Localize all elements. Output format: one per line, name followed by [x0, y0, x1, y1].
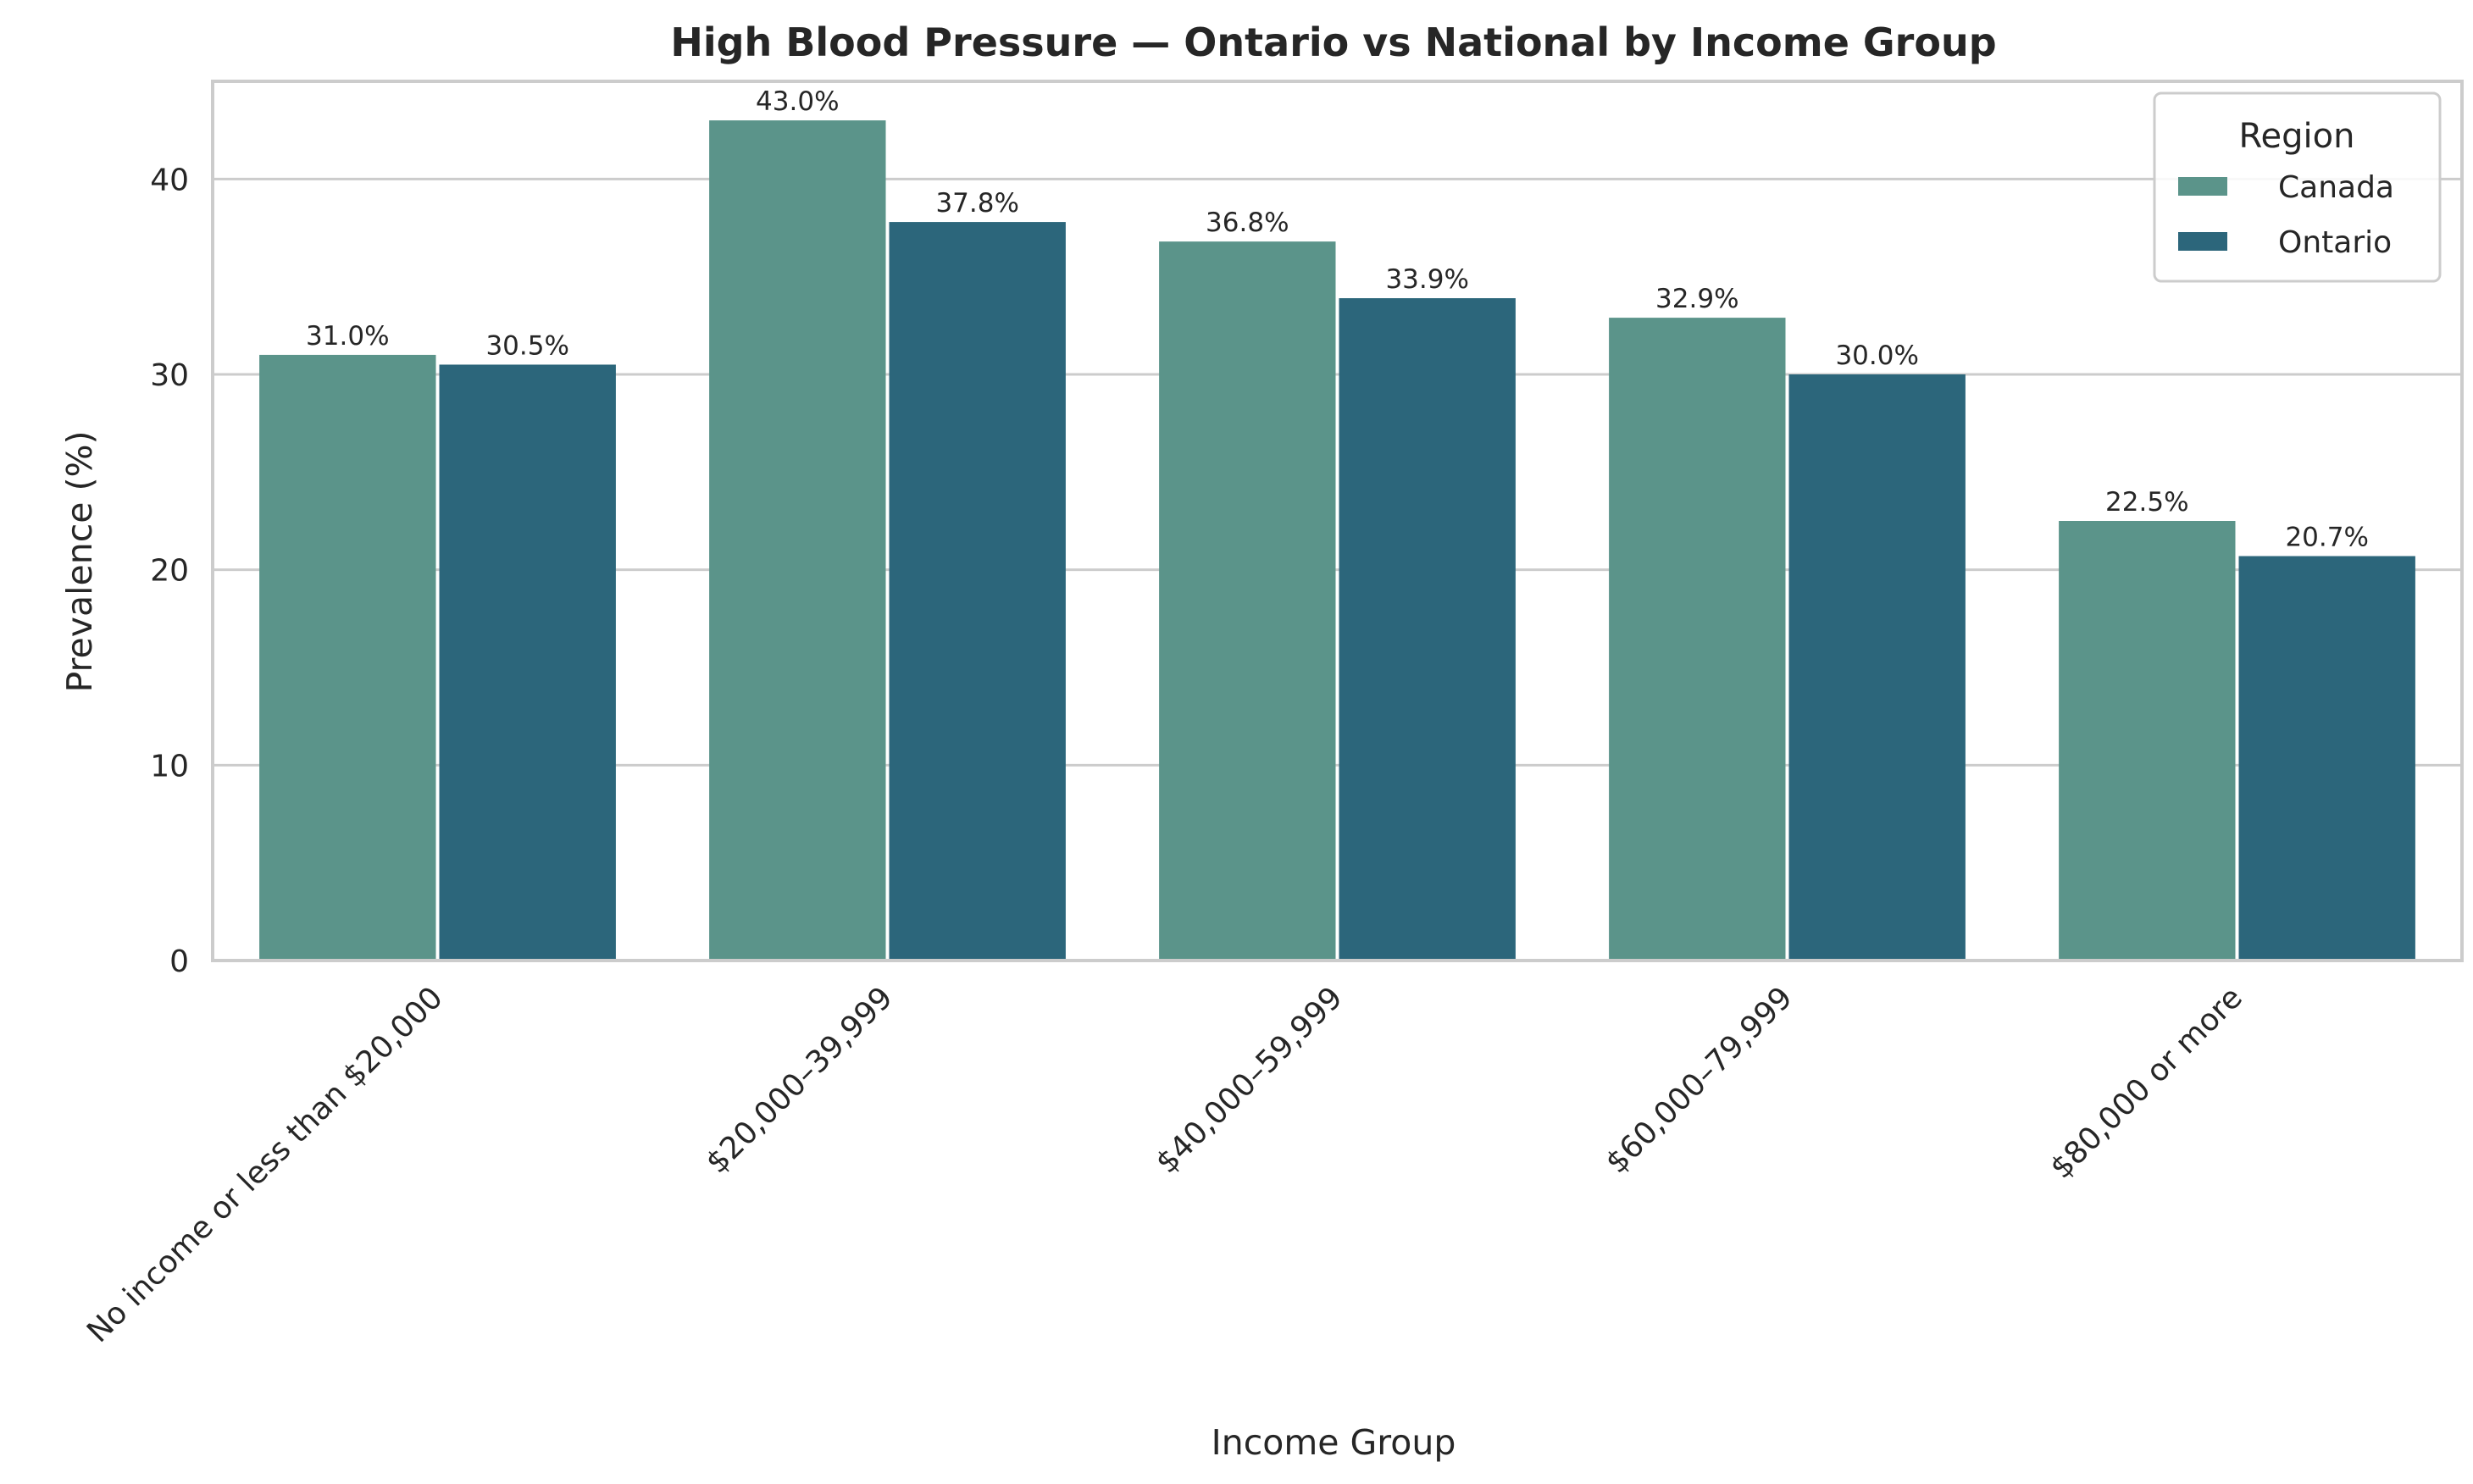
plot-frame	[211, 80, 2464, 962]
bar-value-label-canada-4: 22.5%	[2105, 487, 2188, 518]
x-axis-label: Income Group	[1212, 1422, 1456, 1463]
x-tick-label-0: No income or less than $20,000	[80, 980, 450, 1349]
bar-canada-4	[2059, 521, 2236, 961]
bar-ontario-2	[1339, 298, 1516, 961]
bar-value-label-canada-2: 36.8%	[1206, 208, 1289, 238]
legend-label-canada: Canada	[2278, 170, 2394, 205]
legend-swatch-ontario	[2178, 232, 2227, 251]
bar-ontario-1	[889, 222, 1066, 961]
bar-canada-2	[1159, 241, 1336, 961]
x-tick-label-1: $20,000–39,999	[700, 980, 900, 1180]
y-tick-label-0: 0	[169, 944, 189, 979]
legend-label-ontario: Ontario	[2278, 225, 2392, 260]
bar-ontario-3	[1788, 374, 1966, 961]
legend-title: Region	[2239, 117, 2355, 156]
y-axis-label: Prevalence (%)	[59, 431, 100, 693]
bar-value-labels: 31.0% 30.5% 43.0% 37.8% 36.8% 33.9% 32.9% 30.0%…	[306, 86, 2369, 552]
bars	[259, 120, 2415, 961]
bar-value-label-ontario-4: 20.7%	[2285, 523, 2368, 553]
y-tick-label-40: 40	[150, 163, 189, 197]
bar-value-label-ontario-3: 30.0%	[1835, 341, 1918, 371]
bar-ontario-0	[439, 364, 616, 961]
x-axis-ticks: No income or less than $20,000 $20,000–39…	[80, 980, 2249, 1349]
y-tick-label-30: 30	[150, 358, 189, 393]
bar-value-label-ontario-0: 30.5%	[485, 330, 568, 361]
bar-canada-3	[1609, 318, 1786, 961]
legend: Region Canada Ontario	[2153, 91, 2442, 283]
bar-canada-0	[259, 354, 436, 961]
bar-ontario-4	[2238, 556, 2415, 961]
y-tick-label-10: 10	[150, 749, 189, 784]
legend-swatch-canada	[2178, 177, 2227, 196]
x-tick-label-4: $80,000 or more	[2043, 980, 2248, 1185]
bar-canada-1	[709, 120, 886, 961]
y-tick-label-20: 20	[150, 554, 189, 589]
x-tick-label-3: $60,000–79,999	[1600, 980, 1799, 1180]
x-tick-label-2: $40,000–59,999	[1150, 980, 1350, 1180]
bar-value-label-ontario-1: 37.8%	[935, 188, 1018, 219]
bar-value-label-canada-0: 31.0%	[306, 321, 389, 352]
bar-value-label-canada-1: 43.0%	[756, 86, 839, 117]
y-axis-ticks: 0 10 20 30 40	[150, 163, 189, 979]
bar-value-label-ontario-2: 33.9%	[1385, 264, 1468, 295]
chart-title: High Blood Pressure — Ontario vs Nationa…	[670, 19, 1996, 65]
bar-value-label-canada-3: 32.9%	[1655, 284, 1738, 314]
